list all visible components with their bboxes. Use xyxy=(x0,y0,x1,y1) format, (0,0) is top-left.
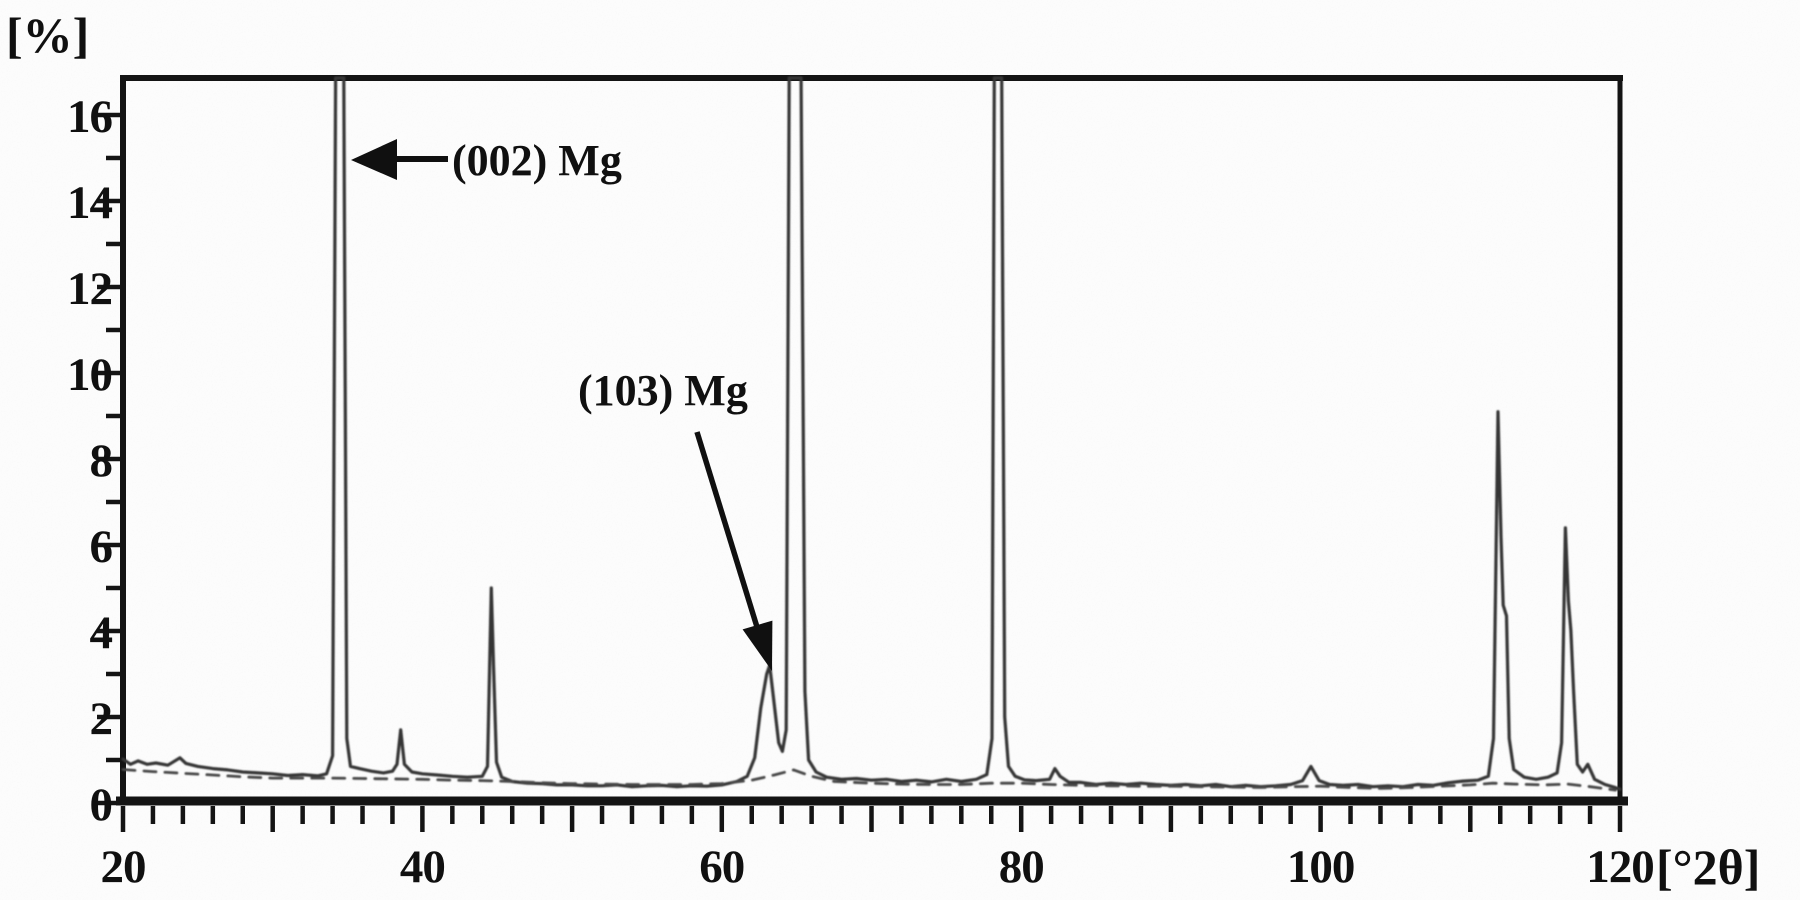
y-tick-label: 10 xyxy=(67,349,112,401)
x-axis-unit-label: [°2θ] xyxy=(1656,839,1760,895)
baseline-trace-dashed xyxy=(121,768,1617,792)
y-tick-label: 4 xyxy=(90,607,113,659)
arrow-shaft xyxy=(694,431,760,628)
y-tick-label: 14 xyxy=(67,177,113,229)
x-tick-label: 80 xyxy=(999,841,1044,893)
annotation-103-label: (103) Mg xyxy=(578,366,748,415)
diffraction-trace-solid xyxy=(121,76,1622,791)
arrow-left-icon xyxy=(351,139,397,180)
arrow-down-right-icon xyxy=(742,620,773,671)
x-tick-label: 120 xyxy=(1586,841,1654,893)
y-axis-ticks xyxy=(97,112,120,806)
diffraction-traces xyxy=(121,76,1622,792)
y-axis-unit-label: [%] xyxy=(6,7,89,63)
x-axis-tick-labels: 20 40 60 80 100 120 xyxy=(101,841,1655,893)
y-tick-label: 12 xyxy=(67,263,112,315)
annotation-002-mg: (002) Mg xyxy=(351,136,622,185)
y-tick-label: 2 xyxy=(90,693,113,745)
x-tick-label: 40 xyxy=(400,841,445,893)
plot-frame xyxy=(116,75,1628,806)
y-tick-label: 6 xyxy=(90,521,113,573)
y-tick-label: 0 xyxy=(90,779,113,831)
annotation-002-label: (002) Mg xyxy=(452,136,622,185)
y-tick-label: 8 xyxy=(90,435,113,487)
y-tick-label: 16 xyxy=(67,91,113,143)
annotation-103-mg: (103) Mg xyxy=(578,366,773,671)
x-tick-label: 60 xyxy=(699,841,744,893)
x-axis-ticks xyxy=(120,806,1623,832)
x-tick-label: 100 xyxy=(1287,841,1355,893)
x-tick-label: 20 xyxy=(101,841,146,893)
y-axis-tick-labels: 0 2 4 6 8 10 12 14 16 xyxy=(67,91,114,831)
